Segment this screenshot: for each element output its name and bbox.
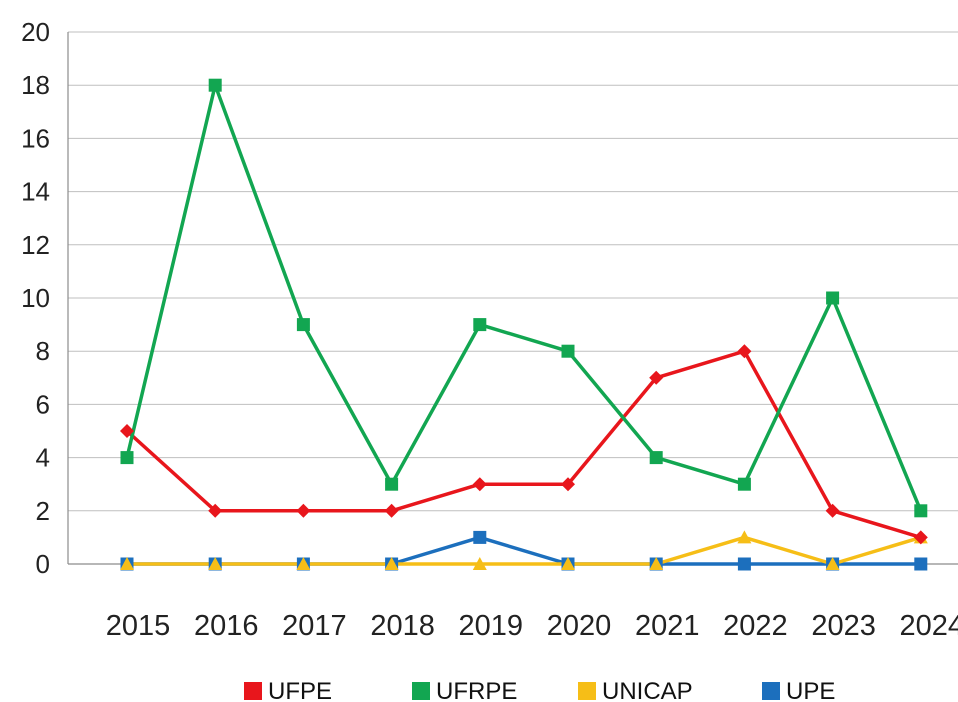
x-tick-label: 2023 (811, 610, 876, 642)
y-tick-label: 18 (21, 70, 50, 100)
data-point-ufrpe (561, 344, 575, 358)
series-lines (125, 83, 923, 566)
data-point-unicap (472, 557, 487, 570)
data-point-unicap (120, 557, 134, 570)
data-point-ufpe (472, 477, 487, 492)
data-point-unicap (561, 557, 575, 570)
data-point-ufpe (825, 503, 840, 518)
legend-swatch-ufpe (244, 682, 262, 700)
data-point-ufpe (296, 503, 311, 518)
legend: UFPE UFRPE UNICAP UPE (244, 678, 835, 702)
data-point-ufrpe (208, 78, 222, 92)
x-tick-label: 2015 (106, 610, 171, 642)
x-tick-label: 2022 (723, 610, 788, 642)
legend-swatch-upe (762, 682, 780, 700)
y-tick-label: 0 (36, 549, 50, 579)
legend-label-ufpe: UFPE (268, 678, 332, 702)
data-point-unicap (737, 530, 752, 544)
data-point-ufpe (737, 344, 752, 359)
x-tick-label: 2017 (282, 610, 347, 642)
x-tick-label: 2024 (900, 610, 958, 642)
data-point-ufpe (649, 370, 664, 385)
data-point-unicap (825, 557, 840, 570)
series-line-upe (127, 535, 921, 566)
data-point-ufrpe (737, 477, 751, 491)
data-point-unicap (384, 557, 399, 570)
data-point-ufpe (208, 503, 223, 518)
x-tick-label: 2018 (370, 610, 435, 642)
gridlines (68, 31, 958, 512)
y-axis-ticks: 0 2 4 6 8 10 12 14 16 18 20 (21, 17, 50, 579)
y-tick-label: 6 (36, 389, 50, 419)
legend-label-ufrpe: UFRPE (436, 678, 517, 702)
series-line-ufrpe (125, 83, 923, 512)
data-point-ufrpe (649, 451, 663, 465)
data-point-unicap (649, 557, 664, 570)
data-point-ufpe (561, 477, 575, 492)
data-point-ufpe (120, 424, 134, 438)
data-point-ufrpe (385, 477, 399, 491)
data-point-unicap (208, 557, 223, 570)
series-markers (120, 78, 928, 571)
data-point-ufpe (913, 530, 928, 545)
y-tick-label: 2 (36, 496, 50, 526)
y-tick-label: 10 (21, 283, 50, 313)
x-tick-label: 2020 (547, 610, 612, 642)
x-tick-label: 2021 (635, 610, 700, 642)
data-point-upe (914, 557, 928, 571)
series-line-ufpe (125, 349, 922, 540)
legend-label-unicap: UNICAP (602, 678, 693, 702)
data-point-ufrpe (826, 291, 840, 305)
series-line-unicap (127, 535, 922, 566)
y-tick-label: 20 (21, 17, 50, 47)
legend-swatch-unicap (578, 682, 596, 700)
data-point-upe (737, 557, 751, 571)
y-tick-label: 4 (36, 443, 50, 473)
x-axis-ticks: 2015 2016 2017 2018 2019 2020 2021 2022 2023 2024 (106, 610, 958, 642)
x-tick-label: 2016 (194, 610, 259, 642)
data-point-ufrpe (120, 451, 134, 465)
data-point-ufrpe (914, 504, 928, 518)
legend-swatch-ufrpe (412, 682, 430, 700)
data-point-ufpe (384, 503, 399, 518)
y-tick-label: 16 (21, 123, 50, 153)
y-tick-label: 8 (36, 336, 50, 366)
data-point-unicap (296, 557, 311, 570)
data-point-ufrpe (473, 318, 487, 332)
y-tick-label: 14 (21, 177, 50, 207)
y-tick-label: 12 (21, 230, 50, 260)
x-tick-label: 2019 (459, 610, 524, 642)
legend-label-upe: UPE (786, 678, 835, 702)
data-point-ufrpe (296, 318, 310, 332)
data-point-upe (473, 530, 487, 544)
